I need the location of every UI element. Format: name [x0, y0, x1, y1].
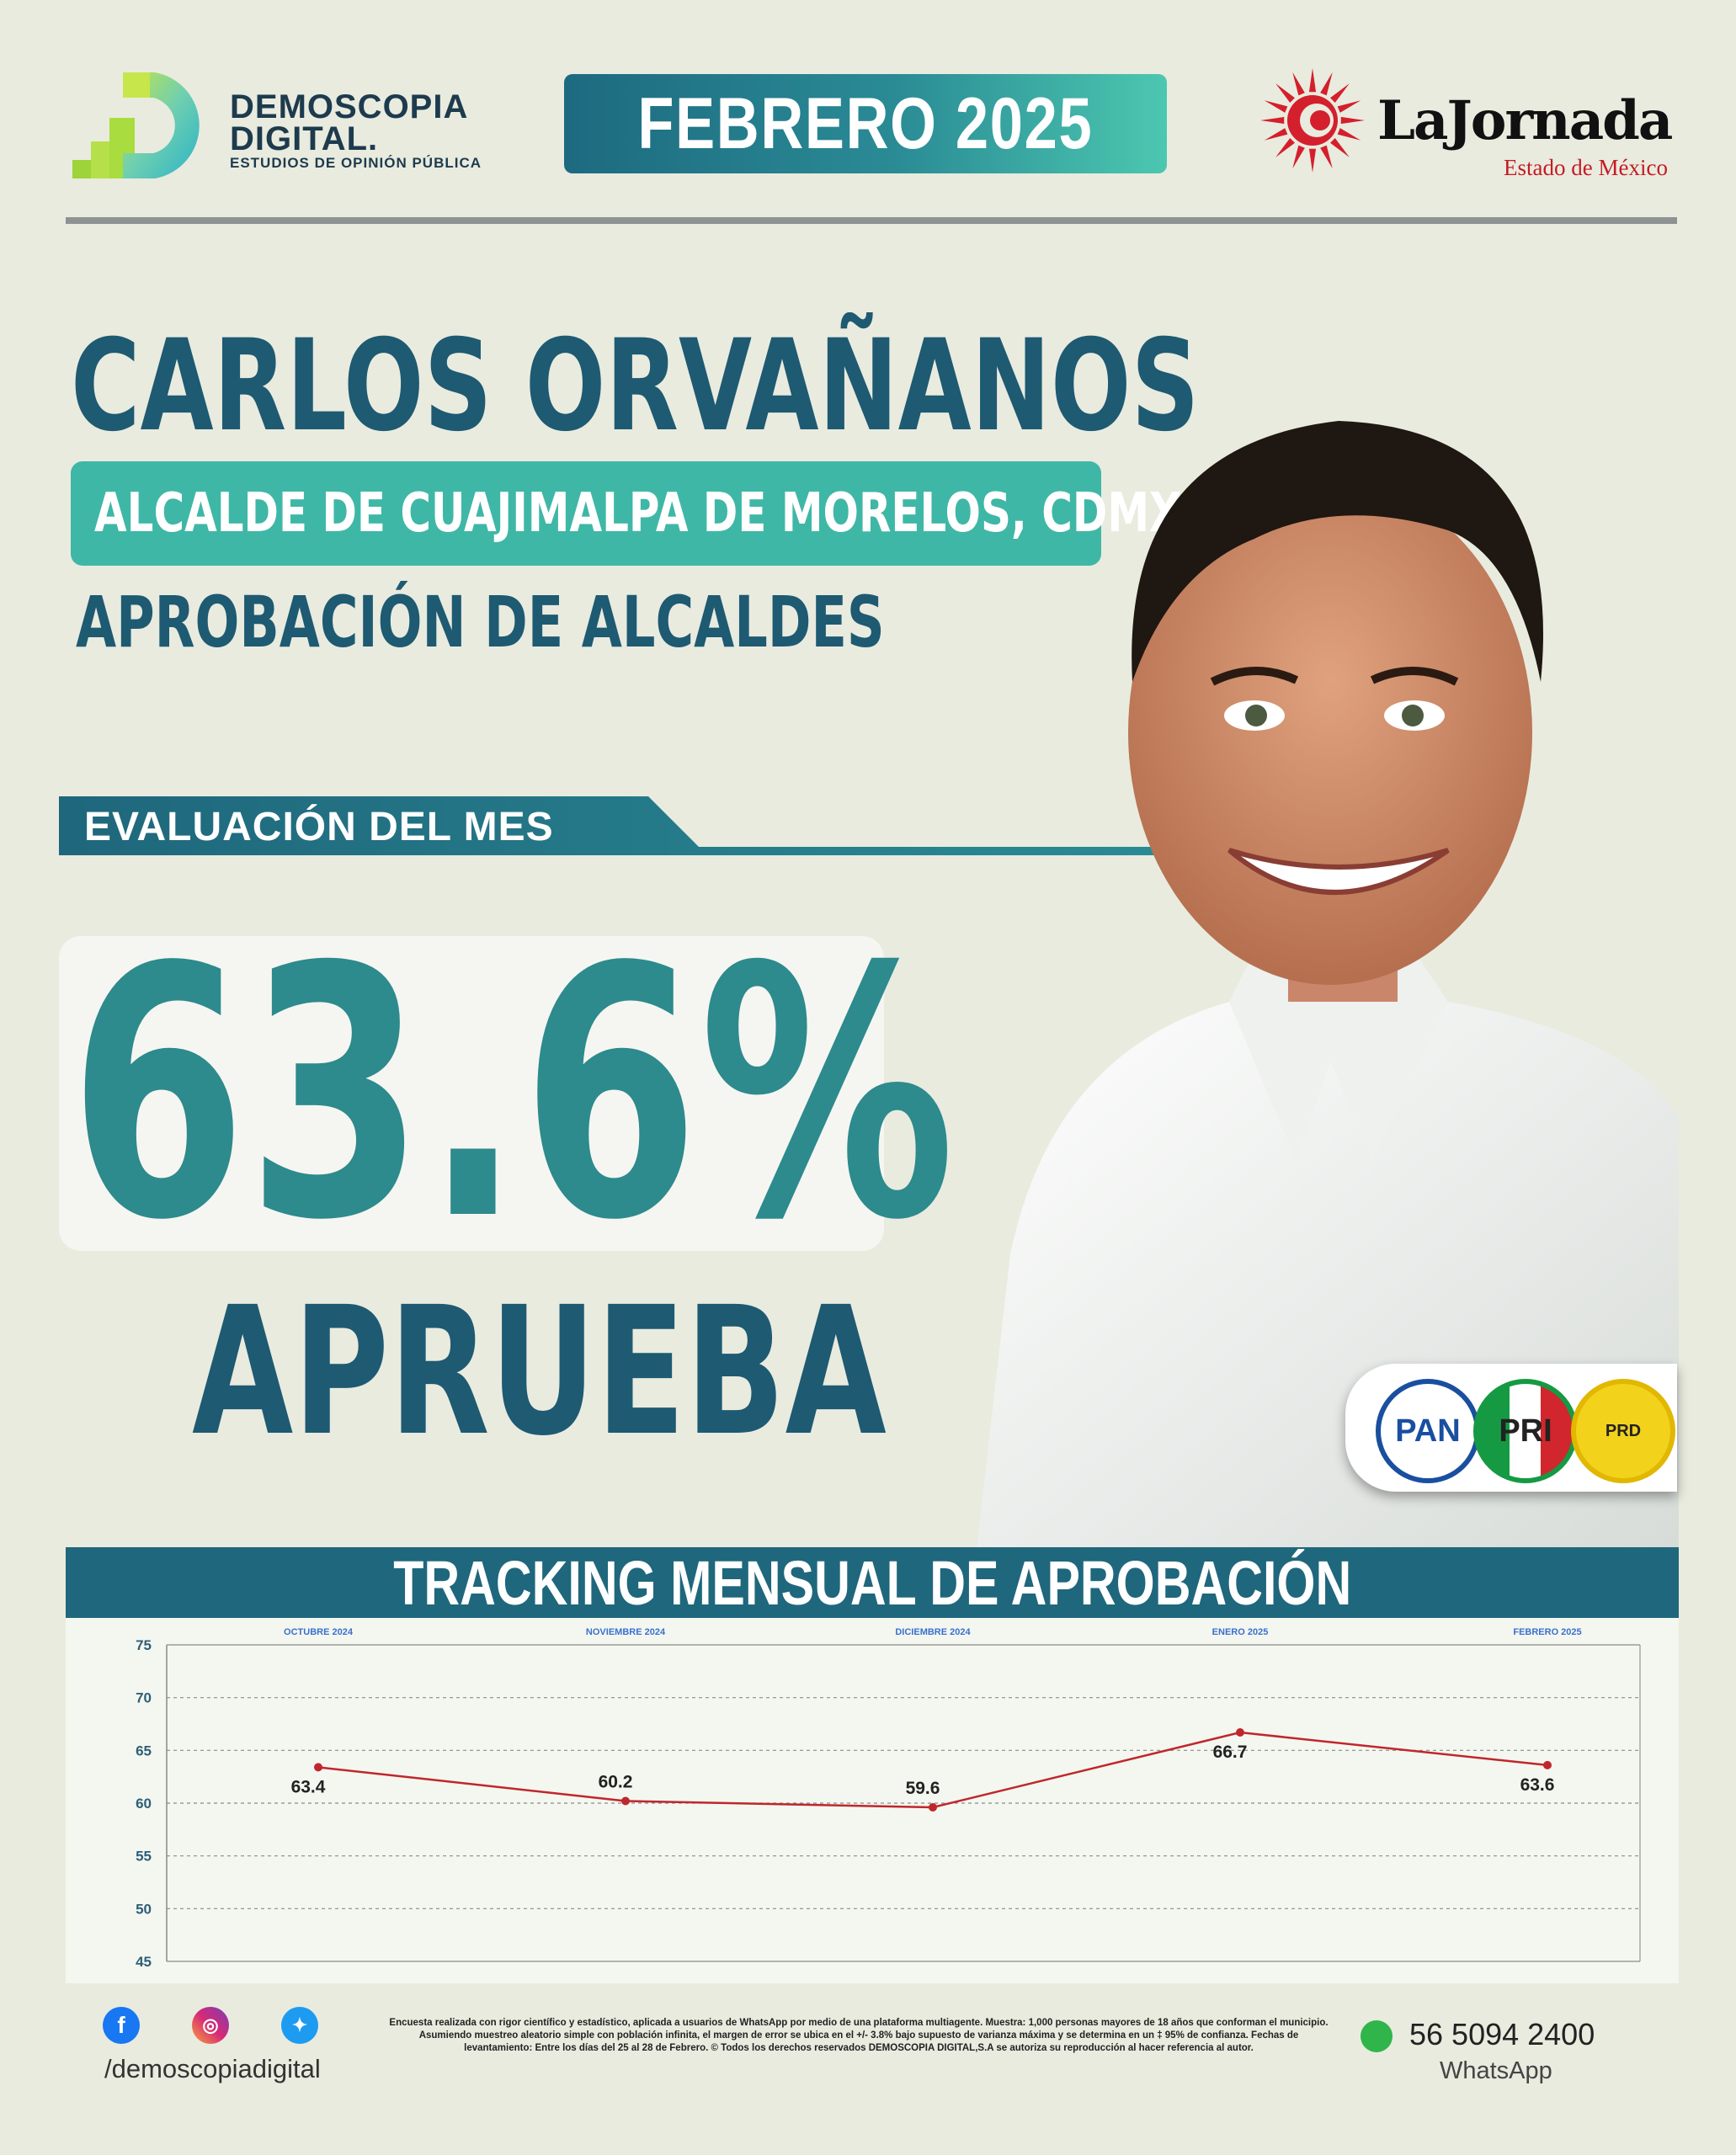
month-badge: FEBRERO 2025 [564, 74, 1167, 173]
facebook-icon[interactable]: f [103, 2007, 140, 2044]
x-tick-label: NOVIEMBRE 2024 [586, 1627, 666, 1637]
partner-name: LaJornada [1377, 89, 1673, 152]
survey-disclaimer: Encuesta realizada con rigor científico … [389, 2018, 1329, 2053]
mayor-name: CARLOS ORVAÑANOS [71, 313, 1200, 460]
y-tick-label: 55 [136, 1849, 152, 1865]
header-divider [66, 217, 1677, 224]
brand-name-line2: DIGITAL. [230, 120, 379, 157]
sun-ray [1264, 100, 1288, 113]
data-point [1543, 1760, 1552, 1769]
sun-ray [1329, 137, 1350, 157]
role-pill: ALCALDE DE CUAJIMALPA DE MORELOS, CDMX. [71, 461, 1197, 566]
mayor-portrait [977, 421, 1679, 1549]
pan-label: PAN [1395, 1413, 1461, 1449]
data-label: 63.4 [291, 1777, 326, 1796]
data-label: 66.7 [1213, 1743, 1248, 1762]
la-jornada-sun-icon [1260, 68, 1365, 173]
sun-ray [1275, 137, 1296, 157]
sun-ray [1320, 145, 1333, 169]
sun-ray [1308, 148, 1317, 173]
sun-ray [1308, 68, 1317, 93]
sun-ray [1340, 116, 1365, 125]
sun-ray [1275, 83, 1296, 104]
social-handle[interactable]: /demoscopiadigital [104, 2054, 321, 2083]
y-tick-label: 75 [136, 1637, 152, 1653]
instagram-icon[interactable]: ◎ [192, 2007, 229, 2044]
sun-ray [1292, 72, 1305, 96]
data-point [929, 1803, 937, 1812]
demoscopia-logo-icon [72, 72, 200, 178]
data-label: 60.2 [599, 1772, 633, 1791]
y-tick-label: 60 [136, 1796, 152, 1812]
role-label: ALCALDE DE CUAJIMALPA DE MORELOS, CDMX. [94, 482, 1198, 545]
brand-tagline: ESTUDIOS DE OPINIÓN PÚBLICA [230, 155, 482, 171]
sun-ray [1264, 128, 1288, 141]
y-tick-label: 45 [136, 1954, 152, 1970]
tracking-line-chart: 45 50 55 60 65 70 75 OCTUBRE 2024 NOVIEMBRE 202… [66, 1618, 1679, 1983]
pan-logo-icon: PAN [1376, 1379, 1480, 1483]
sun-ray [1329, 83, 1350, 104]
evaluation-band [59, 796, 1179, 855]
y-tick-label: 70 [136, 1690, 152, 1706]
data-point [621, 1796, 630, 1806]
x-tick-label: DICIEMBRE 2024 [895, 1627, 971, 1637]
x-tick-label: ENERO 2025 [1212, 1627, 1269, 1637]
prd-logo-icon: PRD [1571, 1379, 1675, 1483]
data-label: 59.6 [906, 1779, 940, 1798]
sun-ray [1260, 116, 1285, 125]
data-point [314, 1763, 322, 1772]
y-tick-label: 50 [136, 1901, 152, 1917]
partner-subtitle: Estado de México [1504, 155, 1668, 180]
chart-title: TRACKING MENSUAL DE APROBACIÓN [392, 1547, 1351, 1618]
data-point [1236, 1728, 1244, 1737]
data-label: 63.6 [1520, 1775, 1555, 1795]
brand-name-line1: DEMOSCOPIA [230, 88, 469, 125]
twitter-icon[interactable]: ✦ [281, 2007, 318, 2044]
phone-number[interactable]: 56 5094 2400 [1409, 2017, 1595, 2051]
tracking-title-band: TRACKING MENSUAL DE APROBACIÓN [66, 1547, 1679, 1618]
y-tick-label: 65 [136, 1743, 152, 1759]
sun-ray [1292, 145, 1305, 169]
whatsapp-icon[interactable] [1361, 2020, 1393, 2052]
month-label: FEBRERO 2025 [637, 82, 1094, 164]
brand-name: DEMOSCOPIA DIGITAL. [230, 88, 469, 157]
x-tick-label: FEBRERO 2025 [1513, 1627, 1581, 1637]
prd-label: PRD [1605, 1421, 1642, 1440]
pri-label: PRI [1499, 1413, 1552, 1449]
whatsapp-label: WhatsApp [1440, 2057, 1552, 2084]
sun-ray [1337, 100, 1361, 113]
sun-ray [1337, 128, 1361, 141]
evaluation-label: EVALUACIÓN DEL MES [84, 805, 554, 849]
approval-label: APRUEBA [192, 1269, 887, 1475]
approval-value: 63.6% [69, 893, 956, 1296]
value-panel [59, 936, 884, 1251]
x-tick-label: OCTUBRE 2024 [284, 1627, 354, 1637]
sun-ray [1320, 72, 1333, 96]
party-logos-card: PAN PRI PRD [1345, 1364, 1677, 1492]
pri-logo-icon: PRI [1473, 1379, 1578, 1483]
survey-title: APROBACIÓN DE ALCALDES [76, 581, 885, 663]
